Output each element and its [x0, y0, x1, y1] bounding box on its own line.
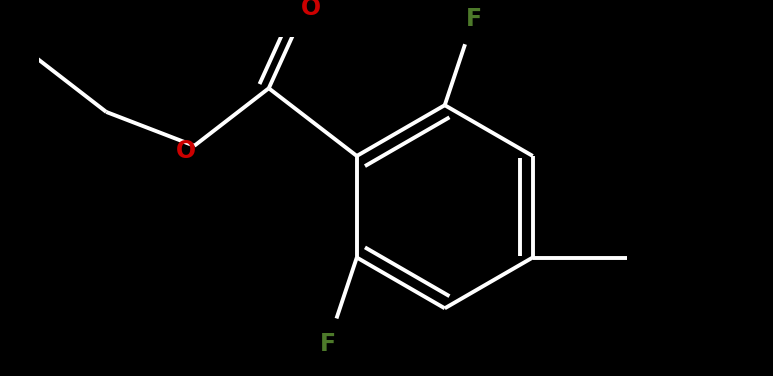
Text: O: O — [301, 0, 321, 20]
Text: F: F — [320, 332, 336, 356]
Text: O: O — [175, 139, 196, 163]
Text: F: F — [465, 7, 482, 31]
